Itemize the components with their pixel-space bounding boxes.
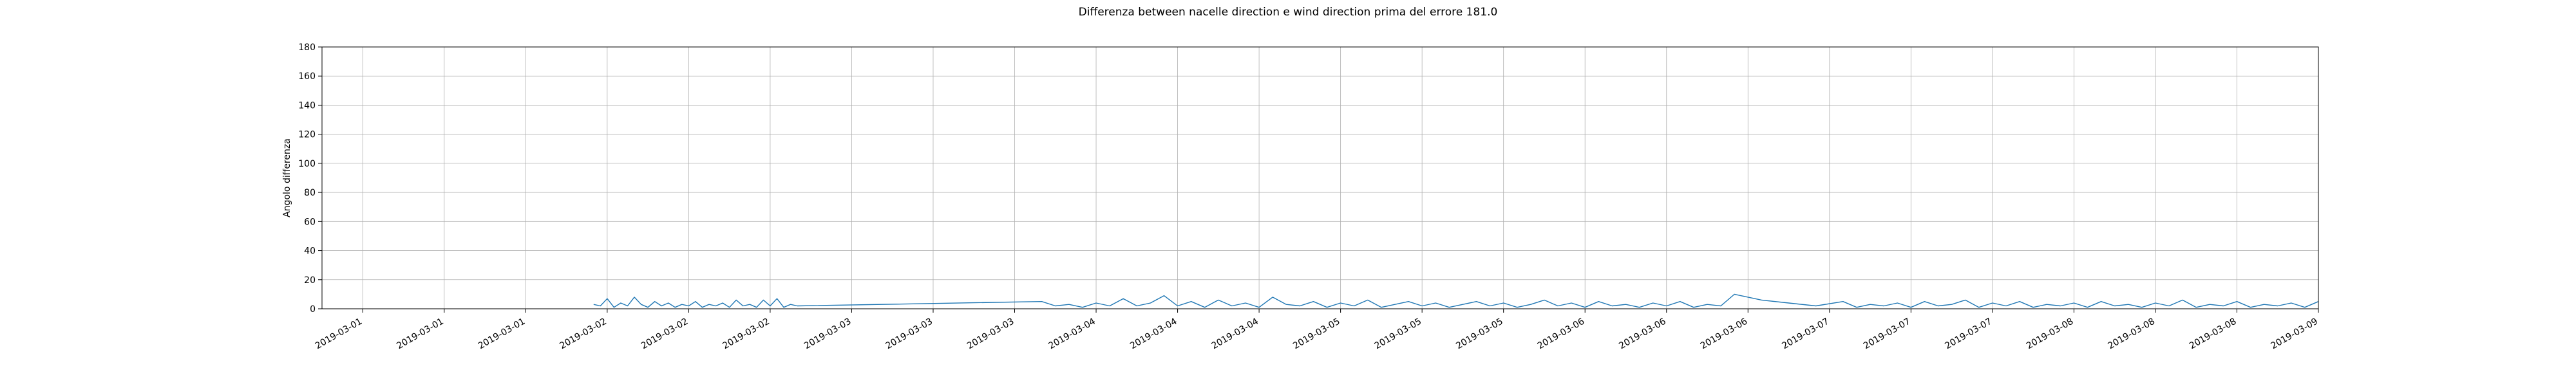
y-tick-label: 0 [310,304,316,315]
x-axis: 2019-03-01 2019-03-01 2019-03-01 2019-03-02… [314,309,2320,351]
y-tick-label: 120 [298,130,316,140]
x-tick-label: 2019-03-02 [558,317,608,352]
y-tick-label: 20 [304,275,316,286]
x-tick-label: 2019-03-03 [802,317,853,352]
x-tick-label: 2019-03-05 [1291,317,1341,352]
x-tick-label: 2019-03-06 [1536,317,1587,352]
x-tick-label: 2019-03-07 [1780,317,1830,352]
x-tick-label: 2019-03-05 [1454,317,1504,352]
chart-title: Differenza between nacelle direction e w… [1079,6,1498,19]
x-tick-label: 2019-03-04 [1128,317,1179,352]
y-tick-label: 140 [298,100,316,111]
x-tick-label: 2019-03-03 [965,317,1016,352]
x-tick-label: 2019-03-01 [314,317,364,352]
x-tick-label: 2019-03-07 [1862,317,1912,352]
y-tick-label: 100 [298,159,316,169]
x-tick-label: 2019-03-07 [1943,317,1993,352]
x-tick-label: 2019-03-08 [2025,317,2075,352]
plot-frame [321,46,2319,309]
x-tick-label: 2019-03-01 [477,317,527,352]
y-axis-label: Angolo differenza [282,138,292,217]
x-tick-label: 2019-03-02 [639,317,690,352]
x-tick-label: 2019-03-04 [1047,317,1098,352]
y-tick-label: 40 [304,246,316,257]
y-tick-label: 160 [298,71,316,82]
x-tick-label: 2019-03-05 [1373,317,1423,352]
series-layer [593,293,2319,308]
series-line-0 [593,293,2319,308]
x-tick-label: 2019-03-06 [1617,317,1668,352]
y-tick-label: 180 [298,42,316,53]
x-tick-label: 2019-03-01 [395,317,445,352]
x-tick-label: 2019-03-04 [1210,317,1261,352]
y-tick-label: 80 [304,188,316,198]
x-tick-label: 2019-03-09 [2269,317,2320,352]
y-tick-label: 60 [304,217,316,227]
x-tick-label: 2019-03-08 [2188,317,2238,352]
grid-layer [322,46,2319,309]
x-tick-label: 2019-03-03 [884,317,934,352]
x-tick-label: 2019-03-02 [721,317,771,352]
x-tick-label: 2019-03-08 [2106,317,2156,352]
x-tick-label: 2019-03-06 [1699,317,1750,352]
y-axis: 0 20 40 60 80 100 120 140 160 180 [298,42,322,315]
